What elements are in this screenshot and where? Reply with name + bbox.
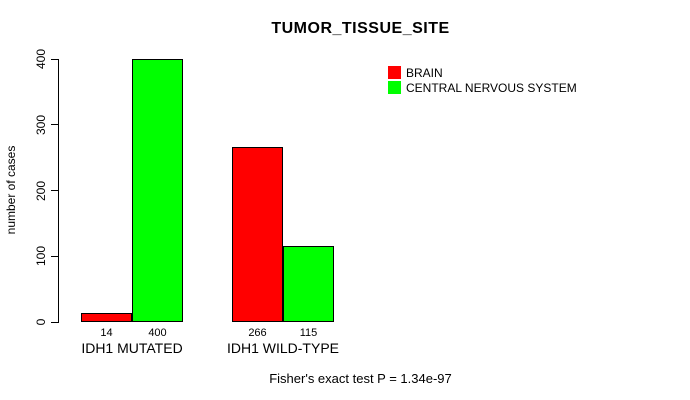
legend-row-central-nervous-system: CENTRAL NERVOUS SYSTEM	[388, 80, 577, 95]
y-tick-label: 100	[34, 246, 48, 267]
bar-value-label: 266	[248, 327, 267, 339]
bar-value-label: 14	[100, 327, 113, 339]
bar-idh1-wild-type-brain	[232, 147, 283, 322]
legend-label: CENTRAL NERVOUS SYSTEM	[406, 80, 577, 95]
y-axis-label: number of cases	[4, 145, 18, 235]
category-label-idh1-wild-type: IDH1 WILD-TYPE	[226, 340, 339, 356]
bar-idh1-wild-type-central-nervous-system	[283, 246, 334, 322]
legend: BRAIN CENTRAL NERVOUS SYSTEM	[388, 65, 577, 95]
annotation-text: Fisher's exact test P = 1.34e-97	[269, 371, 452, 386]
category-label-idh1-mutated: IDH1 MUTATED	[81, 340, 183, 356]
bar-idh1-mutated-central-nervous-system	[132, 59, 183, 322]
y-tick-mark	[51, 255, 58, 257]
y-tick-label: 0	[34, 318, 48, 326]
bar-idh1-mutated-brain	[81, 313, 132, 322]
y-tick-label: 200	[34, 180, 48, 201]
bar-value-label: 115	[299, 327, 318, 339]
bar-value-label: 400	[148, 327, 167, 339]
y-axis-line	[58, 59, 59, 323]
y-tick-mark	[51, 321, 58, 323]
y-tick-label: 300	[34, 114, 48, 135]
legend-row-brain: BRAIN	[388, 65, 577, 80]
legend-label: BRAIN	[406, 65, 443, 80]
y-tick-mark	[51, 58, 58, 60]
legend-swatch-icon	[388, 81, 401, 94]
y-tick-mark	[51, 124, 58, 126]
chart-title: TUMOR_TISSUE_SITE	[271, 20, 450, 37]
y-tick-mark	[51, 190, 58, 191]
y-tick-label: 400	[34, 48, 48, 70]
legend-swatch-icon	[388, 66, 401, 79]
